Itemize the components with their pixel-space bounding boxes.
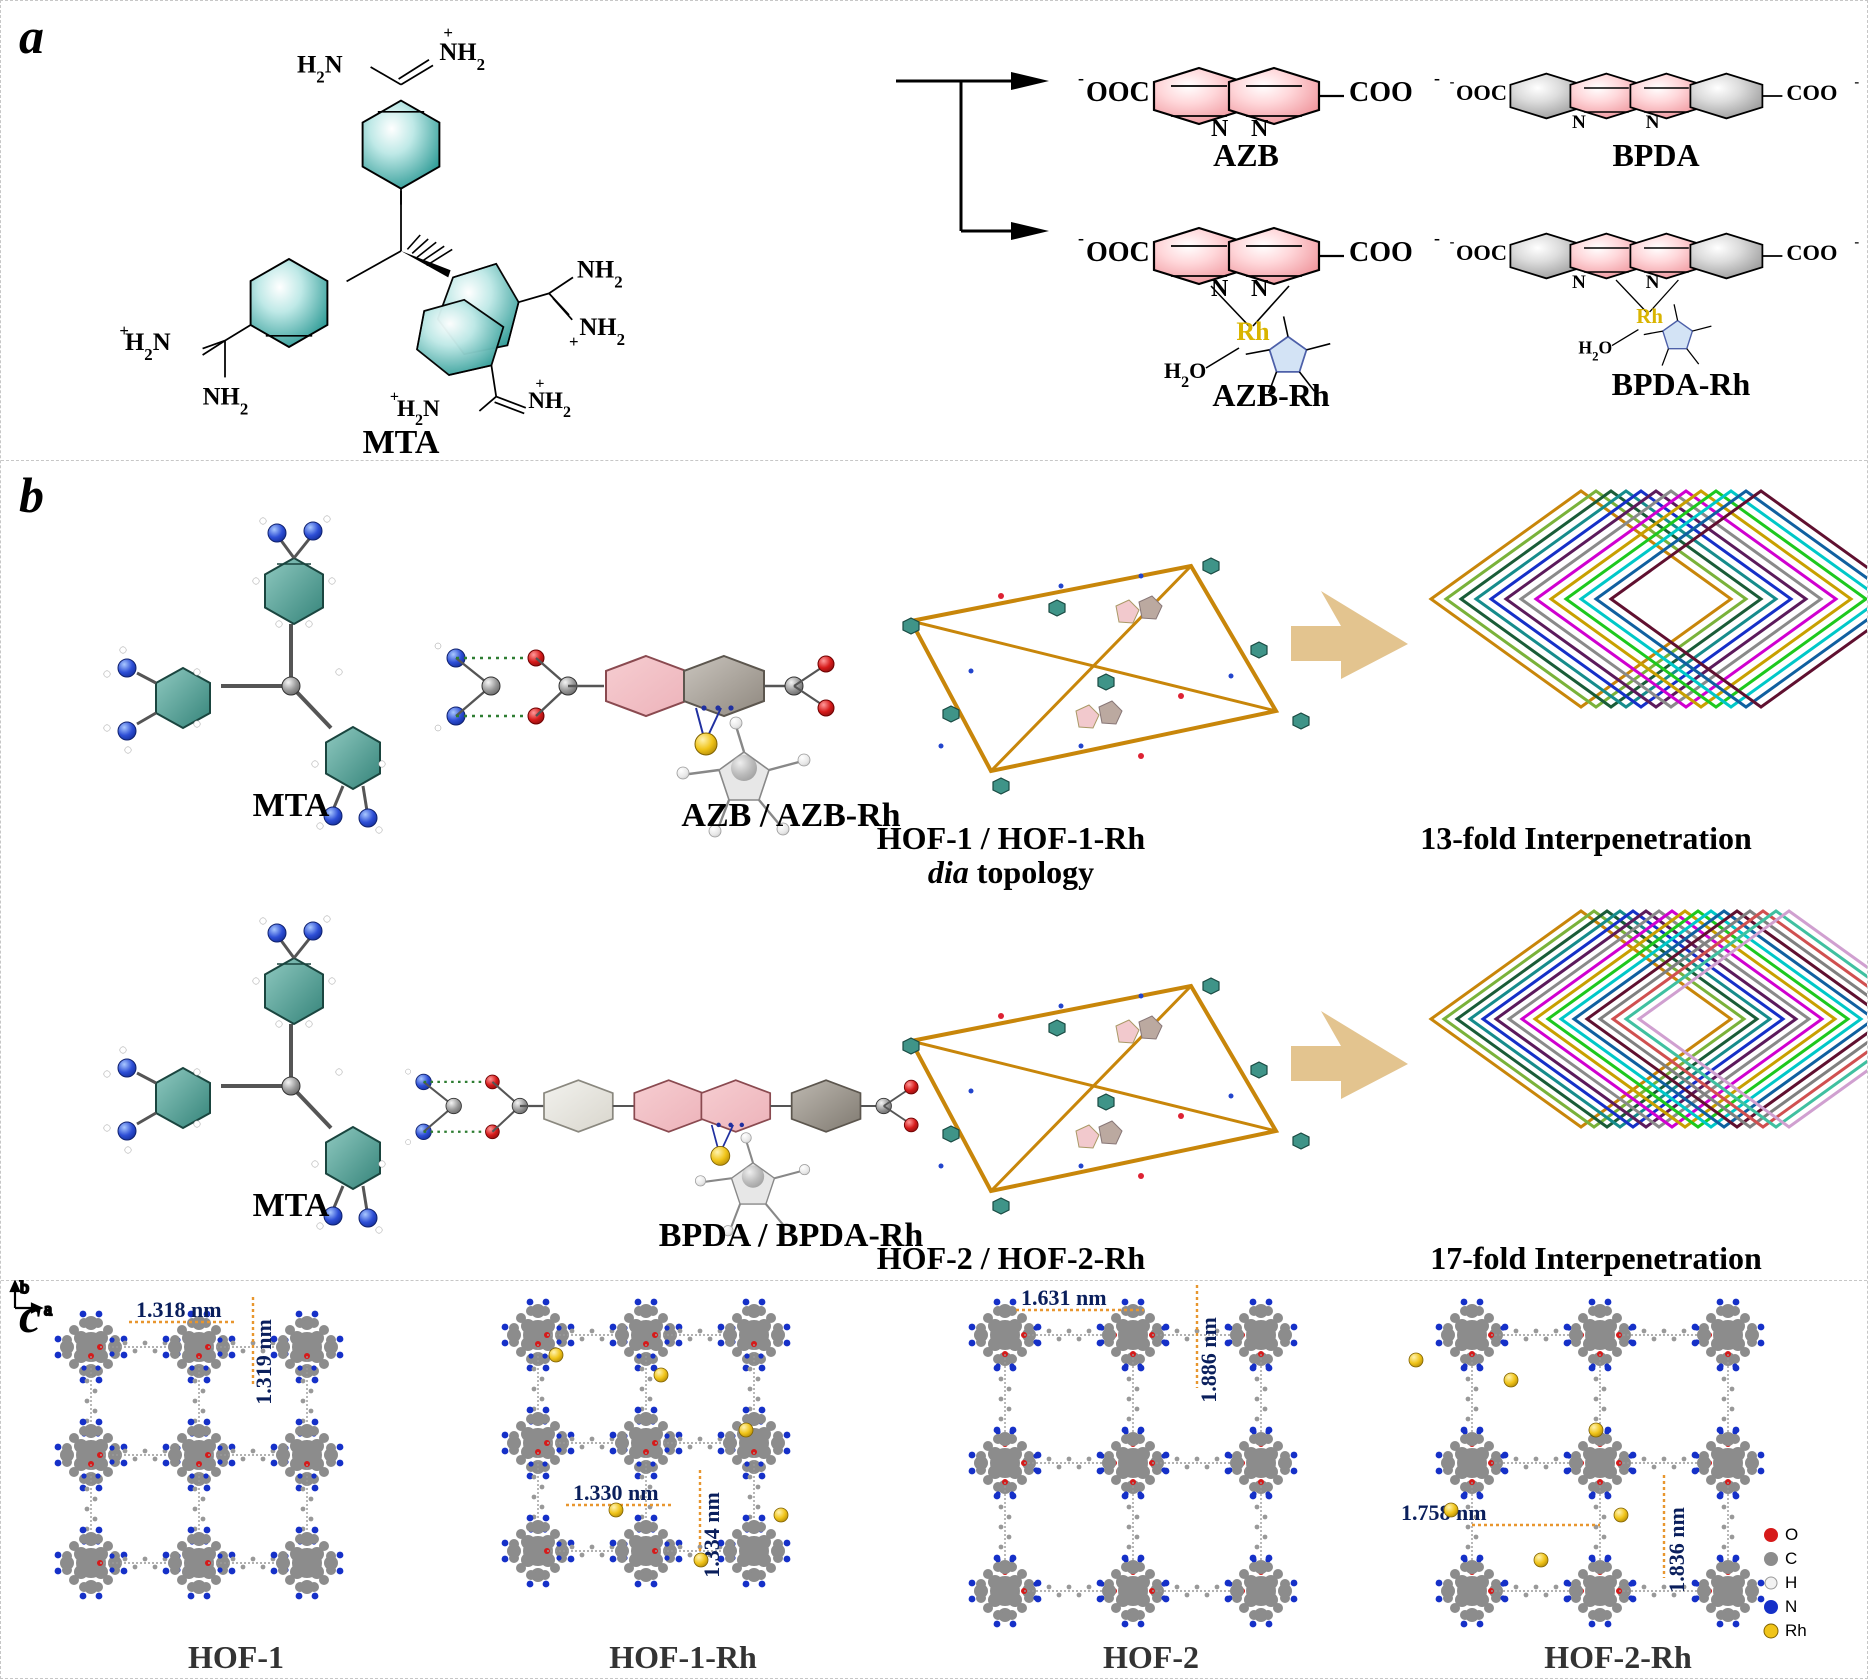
svg-text:COO: COO	[1786, 240, 1837, 265]
svg-text:MTA: MTA	[253, 787, 330, 824]
svg-text:1.318 nm: 1.318 nm	[136, 1297, 222, 1322]
svg-text:HOF-2: HOF-2	[1103, 1639, 1199, 1675]
svg-text:-: -	[1078, 68, 1084, 88]
svg-text:NH2: NH2	[577, 256, 623, 291]
svg-text:-: -	[1854, 234, 1859, 250]
svg-text:N: N	[1785, 1597, 1797, 1616]
svg-text:OOC: OOC	[1456, 80, 1507, 105]
svg-text:1.330 nm: 1.330 nm	[573, 1480, 659, 1505]
svg-text:NH2: NH2	[439, 39, 485, 74]
svg-text:1.758 nm: 1.758 nm	[1401, 1500, 1487, 1525]
svg-text:-: -	[1434, 68, 1440, 88]
svg-text:+: +	[390, 388, 399, 405]
svg-text:N: N	[1251, 276, 1269, 302]
svg-text:HOF-1-Rh: HOF-1-Rh	[609, 1639, 757, 1675]
svg-text:N: N	[1572, 272, 1586, 293]
svg-text:AZB: AZB	[1213, 137, 1279, 173]
svg-text:MTA: MTA	[363, 424, 440, 460]
svg-text:-: -	[1434, 228, 1440, 248]
svg-text:COO: COO	[1349, 237, 1413, 268]
svg-text:1.836 nm: 1.836 nm	[1664, 1507, 1689, 1593]
svg-text:COO: COO	[1349, 77, 1413, 108]
svg-text:OOC: OOC	[1086, 237, 1150, 268]
svg-text:+: +	[569, 332, 579, 351]
svg-text:-: -	[1854, 74, 1859, 90]
svg-text:MTA: MTA	[253, 1187, 330, 1224]
svg-text:Rh: Rh	[1785, 1621, 1807, 1640]
svg-text:H2O: H2O	[1578, 338, 1612, 364]
svg-text:AZB-Rh: AZB-Rh	[1212, 377, 1330, 413]
svg-text:AZB / AZB-Rh: AZB / AZB-Rh	[681, 797, 900, 834]
svg-text:BPDA: BPDA	[1612, 137, 1699, 173]
svg-text:H2N: H2N	[297, 52, 343, 87]
svg-text:N: N	[1646, 112, 1660, 133]
svg-text:H2N: H2N	[125, 329, 171, 364]
svg-text:-: -	[1450, 234, 1455, 250]
svg-text:COO: COO	[1786, 80, 1837, 105]
svg-text:+: +	[443, 23, 453, 42]
svg-text:1.319 nm: 1.319 nm	[251, 1319, 276, 1405]
svg-text:-: -	[1450, 74, 1455, 90]
svg-text:b: b	[20, 1280, 29, 1297]
svg-text:13-fold Interpenetration: 13-fold Interpenetration	[1420, 820, 1752, 856]
svg-text:HOF-1: HOF-1	[188, 1639, 284, 1675]
svg-text:OOC: OOC	[1086, 77, 1150, 108]
svg-text:HOF-2 / HOF-2-Rh: HOF-2 / HOF-2-Rh	[877, 1240, 1146, 1276]
svg-text:a: a	[44, 1299, 52, 1319]
svg-text:dia topology: dia topology	[928, 854, 1094, 890]
svg-text:NH2: NH2	[528, 388, 571, 421]
svg-text:+: +	[119, 321, 129, 340]
svg-text:HOF-1 / HOF-1-Rh: HOF-1 / HOF-1-Rh	[877, 820, 1146, 856]
svg-text:BPDA-Rh: BPDA-Rh	[1612, 366, 1751, 402]
svg-text:-: -	[1078, 228, 1084, 248]
svg-text:Rh: Rh	[1636, 305, 1663, 328]
svg-text:H: H	[1785, 1573, 1797, 1592]
svg-text:+: +	[535, 376, 544, 393]
svg-text:Rh: Rh	[1236, 317, 1270, 346]
svg-text:N: N	[1646, 272, 1660, 293]
svg-text:NH2: NH2	[579, 314, 625, 349]
svg-text:O: O	[1785, 1525, 1798, 1544]
svg-text:1.886 nm: 1.886 nm	[1196, 1317, 1221, 1403]
svg-text:17-fold Interpenetration: 17-fold Interpenetration	[1430, 1240, 1762, 1276]
svg-text:H2O: H2O	[1164, 358, 1206, 391]
svg-text:N: N	[1572, 112, 1586, 133]
svg-text:1.631 nm: 1.631 nm	[1021, 1285, 1107, 1310]
svg-text:NH2: NH2	[203, 384, 249, 419]
svg-text:HOF-2-Rh: HOF-2-Rh	[1544, 1639, 1692, 1675]
svg-text:C: C	[1785, 1549, 1797, 1568]
svg-text:OOC: OOC	[1456, 240, 1507, 265]
